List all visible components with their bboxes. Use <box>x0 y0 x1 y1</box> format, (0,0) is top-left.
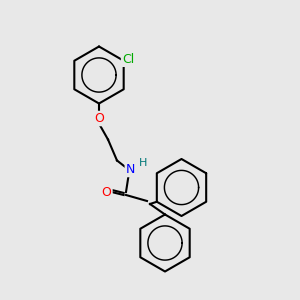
Text: O: O <box>102 185 111 199</box>
Text: H: H <box>139 158 147 168</box>
Text: Cl: Cl <box>122 53 134 66</box>
Text: N: N <box>126 163 135 176</box>
Text: O: O <box>94 112 104 125</box>
